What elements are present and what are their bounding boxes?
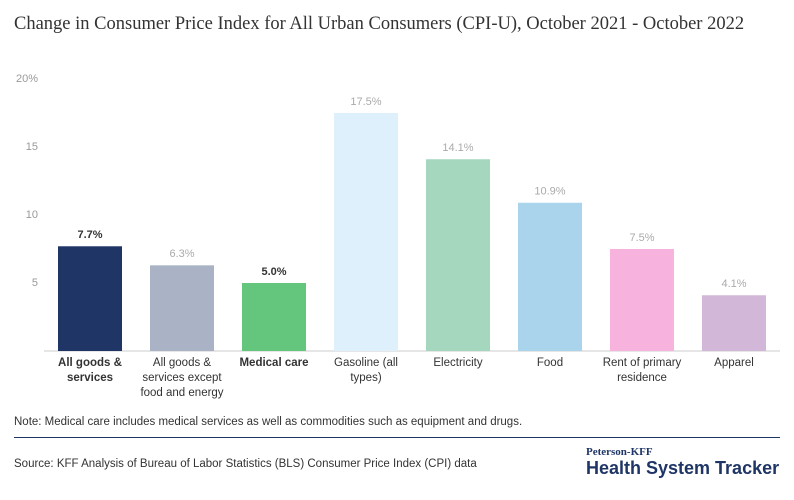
y-tick-label: 15 xyxy=(26,141,38,153)
value-label: 7.5% xyxy=(629,232,654,244)
x-tick-label: Electricity xyxy=(433,357,483,369)
bar xyxy=(242,283,306,351)
bar xyxy=(150,265,214,351)
y-tick-label: 10 xyxy=(26,209,38,221)
bar xyxy=(426,159,490,351)
x-tick-label: Apparel xyxy=(714,357,754,369)
x-tick-label: Gasoline (all types) xyxy=(334,357,398,384)
x-tick-label: All goods & services xyxy=(58,357,122,384)
value-label: 17.5% xyxy=(350,96,381,108)
x-tick-label: Food xyxy=(536,357,564,369)
x-tick-label: Rent of primary residence xyxy=(602,357,682,384)
bar xyxy=(58,246,122,351)
y-tick-label: 20% xyxy=(16,73,38,85)
brand-org: Peterson-KFF xyxy=(586,446,653,458)
bar xyxy=(334,113,398,351)
brand-product: Health System Tracker xyxy=(586,458,780,478)
bar xyxy=(610,249,674,351)
chart-title: Change in Consumer Price Index for All U… xyxy=(14,14,745,34)
bar xyxy=(702,295,766,351)
value-label: 6.3% xyxy=(169,248,194,260)
value-label: 4.1% xyxy=(721,278,746,290)
divider xyxy=(14,437,780,438)
bar xyxy=(518,202,582,351)
x-tick-label: All goods & services except food and ene… xyxy=(140,357,224,399)
note: Note: Medical care includes medical serv… xyxy=(14,416,523,428)
value-label: 7.7% xyxy=(77,229,102,241)
source: Source: KFF Analysis of Bureau of Labor … xyxy=(14,458,477,470)
x-tick-label: Medical care xyxy=(239,357,309,369)
value-label: 5.0% xyxy=(261,266,286,278)
y-tick-label: 5 xyxy=(32,277,38,289)
value-label: 14.1% xyxy=(442,142,473,154)
value-label: 10.9% xyxy=(534,186,565,198)
